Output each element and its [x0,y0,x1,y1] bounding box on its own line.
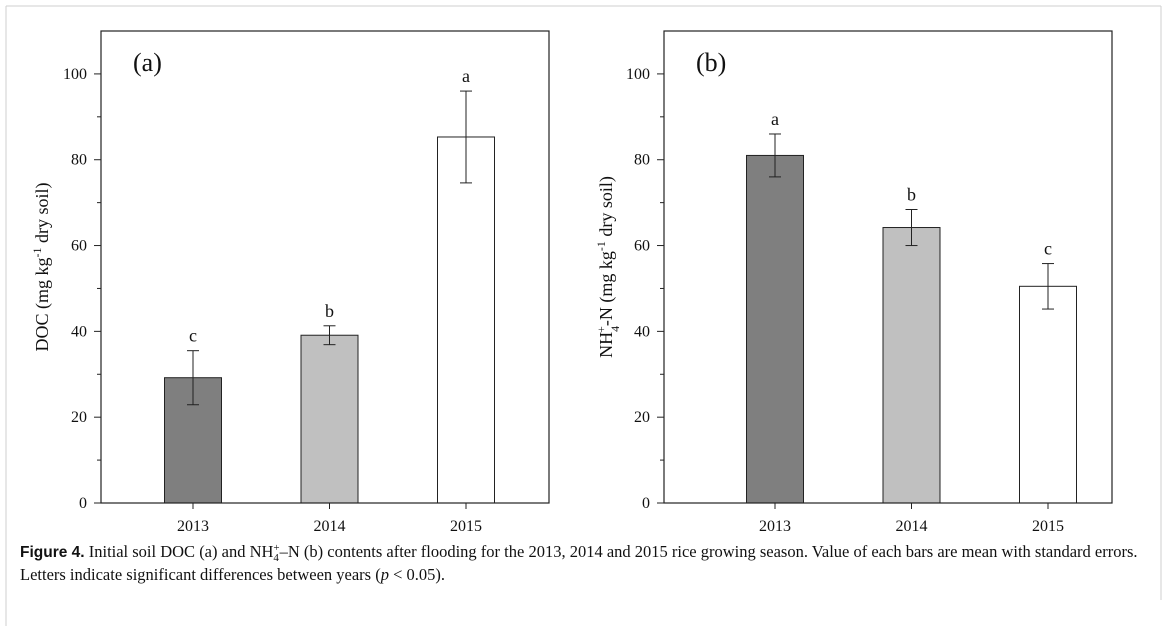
y-tick-label: 40 [634,323,650,340]
y-axis-label-part: dry soil) [32,182,53,247]
y-tick-label: 100 [63,66,87,83]
x-tick-label: 2015 [450,518,482,535]
significance-letter: a [771,109,779,129]
significance-letter: c [1044,239,1052,259]
caption-text: Initial soil DOC (a) and NH [88,542,274,561]
plot-frame [100,30,550,504]
y-tick-label: 40 [71,323,87,340]
caption-label: Figure 4. [20,544,85,561]
y-tick-label: 60 [71,238,87,255]
y-axis-label: NH4+-N (mg kg-1 dry soil) [594,176,622,358]
error-bar [769,133,781,178]
x-tick-label: 2013 [759,518,791,535]
caption-sub: 4 [273,552,279,565]
x-tick-label: 2014 [896,518,928,535]
bar [300,334,359,504]
y-axis-label-part: NH [596,332,616,358]
y-axis-label-part: -N (mg kg [596,251,617,326]
significance-letter: b [325,301,334,321]
panel-label: (a) [133,48,162,77]
y-axis-label-part: dry soil) [596,176,617,241]
plot-frame [663,30,1113,504]
x-tick-label: 2013 [177,518,209,535]
y-tick-label: 20 [71,409,87,426]
caption-sup: + [273,542,280,555]
caption-text: < 0.05). [388,565,446,584]
caption-ion: +4 [273,542,280,565]
y-axis-label-part: 4 [608,326,622,332]
y-axis-label: DOC (mg kg-1 dry soil) [30,182,53,351]
error-bar [460,90,472,184]
error-bar [1042,263,1054,310]
significance-letter: a [462,66,470,86]
bar [746,154,804,504]
bar [437,136,495,504]
significance-letter: c [189,326,197,346]
y-axis-label-part: DOC (mg kg [32,258,53,352]
error-bar [187,350,199,406]
y-tick-label: 60 [634,238,650,255]
x-tick-label: 2015 [1032,518,1064,535]
bar [1019,285,1077,504]
significance-letter: b [907,185,916,205]
y-tick-label: 20 [634,409,650,426]
y-axis-label-part: + [594,326,608,333]
y-tick-label: 80 [634,152,650,169]
panel-label: (b) [696,48,726,77]
x-tick-label: 2014 [314,518,346,535]
error-bar [323,325,336,346]
y-tick-label: 0 [642,495,650,512]
bar [882,227,941,504]
caption: Figure 4. Initial soil DOC (a) and NH +4–… [20,541,1145,586]
caption-text: –N (b) contents after flooding for the 2… [20,542,1138,584]
caption-italic: p [380,565,389,584]
y-axis-label-part: -1 [30,248,44,258]
y-tick-label: 0 [79,495,87,512]
y-tick-label: 80 [71,152,87,169]
error-bar [905,209,918,247]
y-tick-label: 100 [626,66,650,83]
y-axis-label-part: -1 [594,241,608,251]
